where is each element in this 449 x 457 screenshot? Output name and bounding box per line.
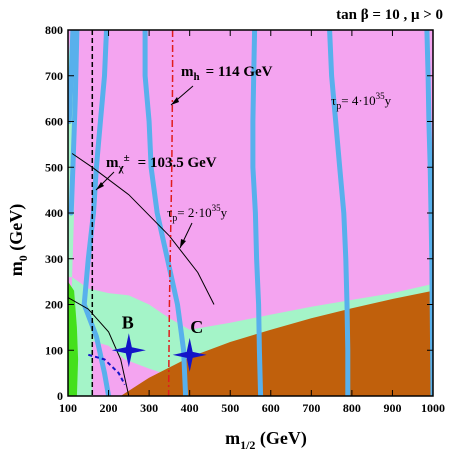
y-tick-label: 100 <box>45 343 63 357</box>
x-tick-label: 900 <box>383 401 401 415</box>
chargino-curve-inner <box>68 297 130 396</box>
axes: 100 200 300 400 500 600 700 800 900 1000010020030… <box>45 23 445 415</box>
y-tick-label: 200 <box>45 298 63 312</box>
benchmark-point-C <box>172 337 207 372</box>
proton-decay-contour-2 <box>81 30 112 396</box>
svg-text:mh= 114 GeV: mh = 114 GeV <box>181 64 273 83</box>
annotation-chargino: mχ± = 103.5 GeV <box>106 152 217 174</box>
svg-text:mχ±= 103.5 GeV: mχ± = 103.5 GeV <box>106 152 217 174</box>
svg-text:τp= 4·1035y: τp= 4·1035y <box>331 91 392 112</box>
y-tick-label: 300 <box>45 252 63 266</box>
allowed-lower-region <box>92 341 190 396</box>
higgs-limit-line <box>167 30 174 396</box>
x-tick-label: 200 <box>100 401 118 415</box>
svg-text:τp= 2·1035y: τp= 2·1035y <box>167 203 228 224</box>
proton-decay-contour-4 <box>250 30 264 396</box>
y-axis-label: m0 (GeV) <box>6 204 30 276</box>
x-tick-label: 600 <box>262 401 280 415</box>
y-tick-label: 800 <box>45 23 63 37</box>
y-tick-label: 600 <box>45 115 63 129</box>
bsg-excluded-region <box>68 281 79 396</box>
x-axis-label: m1/2 (GeV) <box>225 428 307 452</box>
x-tick-label: 700 <box>302 401 320 415</box>
y-tick-label: 0 <box>57 389 63 403</box>
proton-decay-contour-5 <box>327 30 351 396</box>
x-tick-label: 1000 <box>421 401 445 415</box>
proton-decay-contour-3 <box>142 30 189 396</box>
y-tick-label: 700 <box>45 69 63 83</box>
chart-title: tan β = 10 , μ > 0 <box>336 7 443 23</box>
chargino-curve-outer <box>71 153 215 305</box>
stau-lsp-region <box>120 290 433 396</box>
x-tick-label: 100 <box>59 401 77 415</box>
proton-decay-contour-1 <box>68 30 80 216</box>
annotation-arrows <box>95 85 194 249</box>
x-tick-label: 500 <box>221 401 239 415</box>
benchmark-label-B: B <box>122 312 134 332</box>
gminus2-line <box>88 353 126 386</box>
y-tick-label: 500 <box>45 160 63 174</box>
annotation-tau1: τp= 2·1035y <box>167 203 228 224</box>
benchmark-label-C: C <box>190 317 203 337</box>
annotation-higgs: mh = 114 GeV <box>181 64 273 83</box>
x-tick-label: 800 <box>343 401 361 415</box>
x-tick-label: 300 <box>140 401 158 415</box>
y-tick-label: 400 <box>45 206 63 220</box>
annotation-tau2: τp= 4·1035y <box>331 91 392 112</box>
benchmark-point-B <box>111 333 146 368</box>
x-tick-label: 400 <box>181 401 199 415</box>
